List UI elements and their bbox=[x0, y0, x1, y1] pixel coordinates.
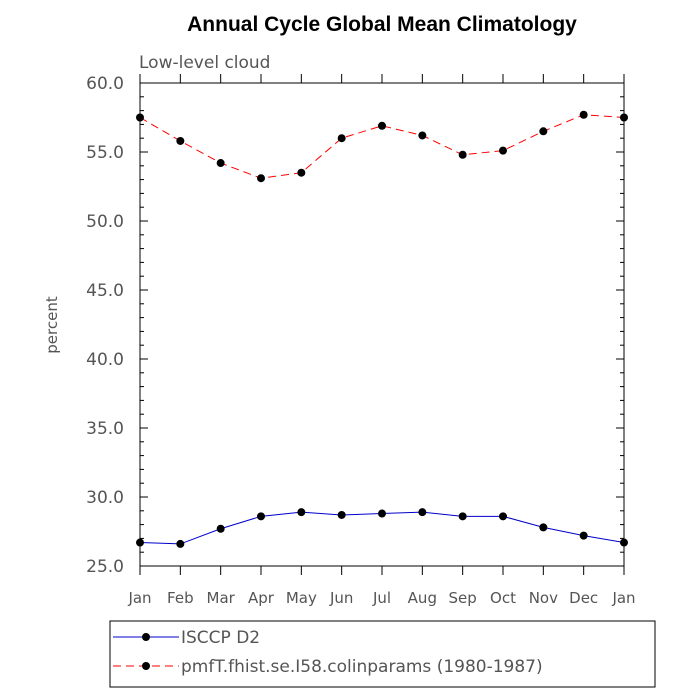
data-point-0 bbox=[378, 509, 386, 518]
series-lines bbox=[136, 110, 628, 548]
data-point-0 bbox=[216, 524, 225, 533]
x-tick-label: Feb bbox=[167, 589, 194, 607]
data-point-0 bbox=[176, 539, 185, 548]
data-point-1 bbox=[337, 134, 346, 143]
data-point-0 bbox=[620, 538, 628, 547]
x-tick-label: May bbox=[286, 589, 317, 607]
data-point-0 bbox=[418, 508, 427, 517]
y-tick-label: 30.0 bbox=[86, 488, 124, 508]
data-point-0 bbox=[136, 538, 144, 547]
data-point-1 bbox=[539, 127, 548, 136]
data-point-0 bbox=[579, 531, 588, 540]
x-tick-label: Jan bbox=[127, 589, 151, 607]
y-tick-label: 25.0 bbox=[86, 557, 124, 577]
x-tick-label: Jul bbox=[372, 589, 391, 607]
data-point-0 bbox=[499, 512, 507, 521]
plot-frame bbox=[139, 82, 625, 567]
data-point-1 bbox=[176, 136, 185, 145]
y-tick-label: 35.0 bbox=[86, 419, 124, 439]
legend-box bbox=[109, 620, 656, 688]
x-tick-label: Aug bbox=[408, 589, 437, 607]
x-tick-label: Apr bbox=[248, 589, 275, 607]
data-point-1 bbox=[297, 168, 306, 177]
x-tick-label: Nov bbox=[529, 589, 558, 607]
y-tick-label: 55.0 bbox=[86, 143, 124, 163]
y-axis-label: percent bbox=[43, 296, 61, 354]
legend-label-0: ISCCP D2 bbox=[181, 628, 260, 648]
data-point-1 bbox=[458, 150, 467, 159]
data-point-0 bbox=[297, 508, 306, 517]
data-point-1 bbox=[418, 131, 427, 140]
axis-ticks bbox=[139, 74, 625, 575]
y-tick-label: 45.0 bbox=[86, 281, 124, 301]
y-tick-label: 50.0 bbox=[86, 212, 124, 232]
chart-title: Annual Cycle Global Mean Climatology bbox=[187, 13, 577, 36]
data-point-0 bbox=[337, 510, 346, 519]
data-point-1 bbox=[620, 113, 628, 122]
y-tick-label: 40.0 bbox=[86, 350, 124, 370]
data-point-1 bbox=[136, 113, 144, 122]
chart-subtitle: Low-level cloud bbox=[139, 53, 270, 73]
x-tick-label: Dec bbox=[569, 589, 598, 607]
data-point-1 bbox=[499, 146, 507, 155]
legend-marker-1 bbox=[142, 662, 150, 670]
y-tick-labels: 25.0 30.0 35.0 40.0 45.0 50.0 55.0 60.0 bbox=[86, 74, 124, 577]
x-tick-label: Sep bbox=[449, 589, 477, 607]
x-tick-label: Jan bbox=[611, 589, 635, 607]
data-point-1 bbox=[216, 159, 225, 168]
x-tick-label: Oct bbox=[490, 589, 516, 607]
legend-label-1: pmfT.fhist.se.I58.colinparams (1980-1987… bbox=[181, 657, 543, 677]
x-tick-label: Jun bbox=[329, 589, 353, 607]
x-tick-label: Mar bbox=[207, 589, 236, 607]
data-point-0 bbox=[257, 512, 265, 521]
y-tick-label: 60.0 bbox=[86, 74, 124, 94]
data-point-1 bbox=[378, 121, 386, 130]
legend-marker-0 bbox=[142, 633, 150, 641]
data-point-1 bbox=[257, 174, 265, 183]
data-point-0 bbox=[539, 523, 548, 532]
data-point-1 bbox=[579, 110, 588, 119]
x-tick-labels: Jan Feb Mar Apr May Jun Jul Aug Sep Oct Nov Dec Jan bbox=[127, 589, 635, 607]
legend: ISCCP D2 pmfT.fhist.se.I58.colinparams (… bbox=[109, 620, 656, 688]
data-point-0 bbox=[458, 512, 467, 521]
